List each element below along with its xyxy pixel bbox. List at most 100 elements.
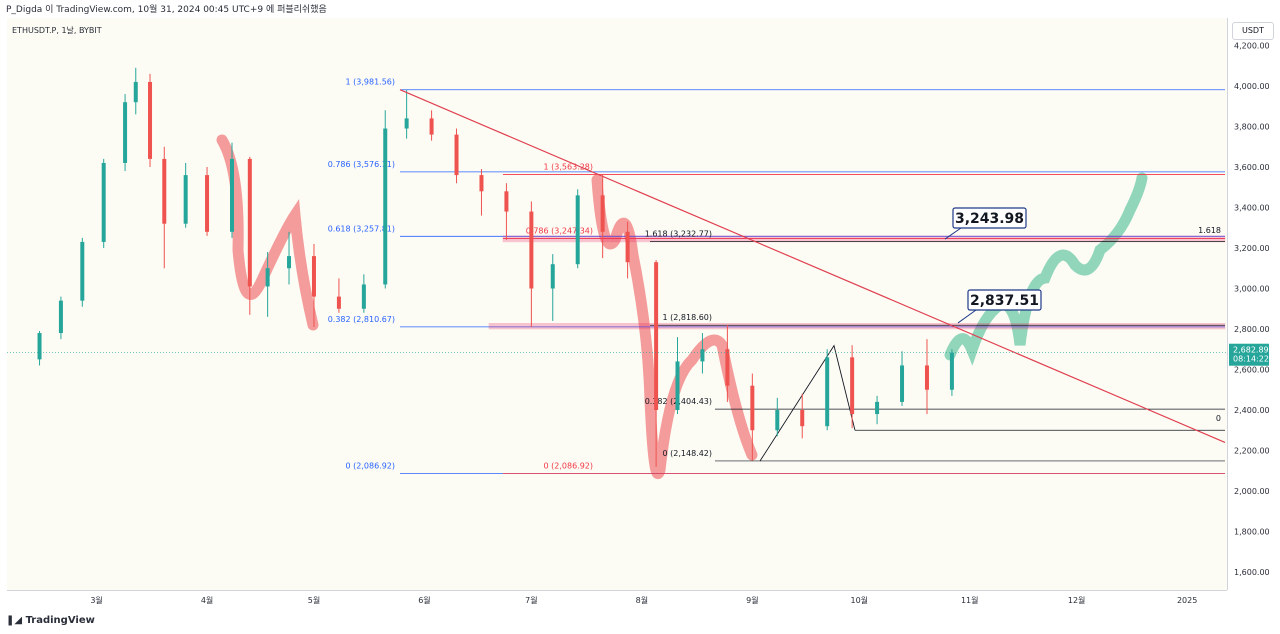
callout-label-1: 2,837.51 [970, 293, 1039, 309]
candle-body-2 [80, 241, 85, 301]
candle-body-8 [183, 175, 188, 224]
fib-left-label-0: 1 (3,981.56) [346, 78, 396, 87]
callout-pointer-1 [957, 309, 977, 324]
y-tick-label-10: 2,200.00 [1234, 447, 1270, 456]
x-tick-label-10: 2025 [1177, 596, 1197, 605]
highlight-red-left [216, 134, 319, 331]
x-tick-label-5: 8월 [636, 595, 648, 605]
y-tick-label-0: 4,200.00 [1234, 42, 1270, 51]
callout-label-0: 3,243.98 [955, 211, 1024, 227]
tv-icon: ❚◢ [6, 615, 23, 626]
candle-body-26 [600, 195, 605, 232]
candle-body-17 [383, 128, 388, 285]
zigzag-line [759, 344, 856, 462]
x-tick-label-4: 7월 [525, 595, 537, 605]
price-badge [1229, 343, 1269, 366]
currency-button[interactable]: USDT [1232, 22, 1274, 40]
fib-right-label-0: 1 (3,563.28) [544, 162, 594, 171]
candle-body-35 [825, 357, 830, 427]
candle-body-7 [162, 158, 167, 224]
y-tick-label-6: 3,000.00 [1234, 285, 1270, 294]
highlight-green-projection [944, 172, 1148, 366]
fib-left-label-3: 0.382 (2,810.67) [328, 315, 395, 324]
candle-body-23 [529, 211, 534, 289]
callout-pointer-0 [944, 227, 962, 240]
candle-body-36 [850, 357, 855, 415]
x-tick-label-6: 9월 [746, 595, 758, 605]
trendline [399, 89, 1226, 443]
candle-body-40 [949, 352, 954, 390]
fib-right-label-1: 0.786 (3,247.34) [526, 226, 593, 235]
candle-body-15 [336, 296, 341, 309]
x-tick-label-8: 11월 [961, 595, 979, 605]
y-tick-label-2: 3,800.00 [1234, 123, 1270, 132]
callout-box-0 [952, 207, 1027, 229]
candle-body-20 [454, 134, 459, 176]
y-tick-label-13: 1,600.00 [1234, 568, 1270, 577]
x-tick-label-9: 12월 [1068, 595, 1086, 605]
fib-right-label-2: 0 (2,086.92) [544, 461, 594, 470]
symbol-label[interactable]: ETHUSDT.P, 1날, BYBIT [12, 26, 102, 35]
publish-header: P_Digda 이 TradingView.com, 10월 31, 2024 … [6, 5, 327, 15]
y-tick-label-12: 1,800.00 [1234, 528, 1270, 537]
ext-1618-label: 1.618 [1198, 226, 1221, 235]
candle-body-39 [924, 365, 929, 390]
fib-ext-label-3: 0 (2,148.42) [663, 449, 713, 458]
zone-3240 [502, 235, 1226, 243]
zone-2815 [488, 323, 1226, 330]
candle-body-14 [311, 256, 316, 297]
candle-body-30 [700, 349, 705, 362]
candle-body-16 [361, 284, 366, 309]
candle-body-29 [675, 361, 680, 410]
candle-body-3 [101, 162, 106, 242]
candle-body-31 [725, 349, 730, 386]
y-tick-label-7: 2,800.00 [1234, 325, 1270, 334]
y-tick-label-4: 3,400.00 [1234, 204, 1270, 213]
y-tick-label-9: 2,400.00 [1234, 406, 1270, 415]
candle-body-28 [654, 262, 659, 410]
fib-left-label-1: 0.786 (3,576.11) [328, 160, 395, 169]
candle-body-6 [148, 81, 153, 159]
candle-body-4 [123, 102, 128, 163]
candle-body-34 [800, 410, 805, 427]
x-tick-label-0: 3월 [90, 595, 102, 605]
x-tick-label-2: 5월 [308, 595, 320, 605]
candle-body-11 [247, 158, 252, 287]
y-tick-label-1: 4,000.00 [1234, 82, 1270, 91]
highlight-red-right [591, 174, 758, 480]
candle-body-9 [205, 175, 210, 232]
callout-box-1 [967, 289, 1042, 311]
x-tick-label-1: 4월 [201, 595, 213, 605]
fib-left-label-2: 0.618 (3,257.81) [328, 224, 395, 233]
candle-body-18 [404, 118, 409, 129]
fib-ext-label-1: 1 (2,818.60) [663, 313, 713, 322]
fib-ext-label-0: 1.618 (3,232.77) [645, 229, 712, 238]
candle-body-10 [229, 158, 234, 232]
y-tick-label-3: 3,600.00 [1234, 163, 1270, 172]
candle-body-38 [900, 365, 905, 402]
candle-body-32 [750, 385, 755, 431]
y-tick-label-5: 3,200.00 [1234, 244, 1270, 253]
price-badge-countdown: 08:14:22 [1233, 355, 1269, 364]
price-axis[interactable] [1227, 18, 1280, 590]
candle-body-27 [625, 231, 630, 263]
candle-body-24 [550, 264, 555, 289]
candle-body-1 [58, 300, 63, 334]
ext-0-label: 0 [1216, 414, 1221, 423]
candle-body-37 [875, 401, 880, 415]
price-badge-value: 2,682.89 [1233, 346, 1269, 355]
x-tick-label-7: 10월 [850, 595, 868, 605]
candle-body-21 [479, 175, 484, 192]
candle-body-5 [133, 81, 138, 103]
candle-body-25 [575, 195, 580, 265]
candle-body-19 [429, 118, 434, 135]
candle-body-22 [504, 191, 509, 212]
x-tick-label-3: 6월 [418, 595, 430, 605]
tradingview-logo: ❚◢ TradingView [6, 615, 95, 626]
time-axis[interactable] [7, 590, 1227, 613]
y-tick-label-8: 2,600.00 [1234, 366, 1270, 375]
candle-body-12 [265, 268, 270, 287]
candle-body-13 [287, 256, 292, 269]
brand-label: TradingView [25, 615, 95, 626]
